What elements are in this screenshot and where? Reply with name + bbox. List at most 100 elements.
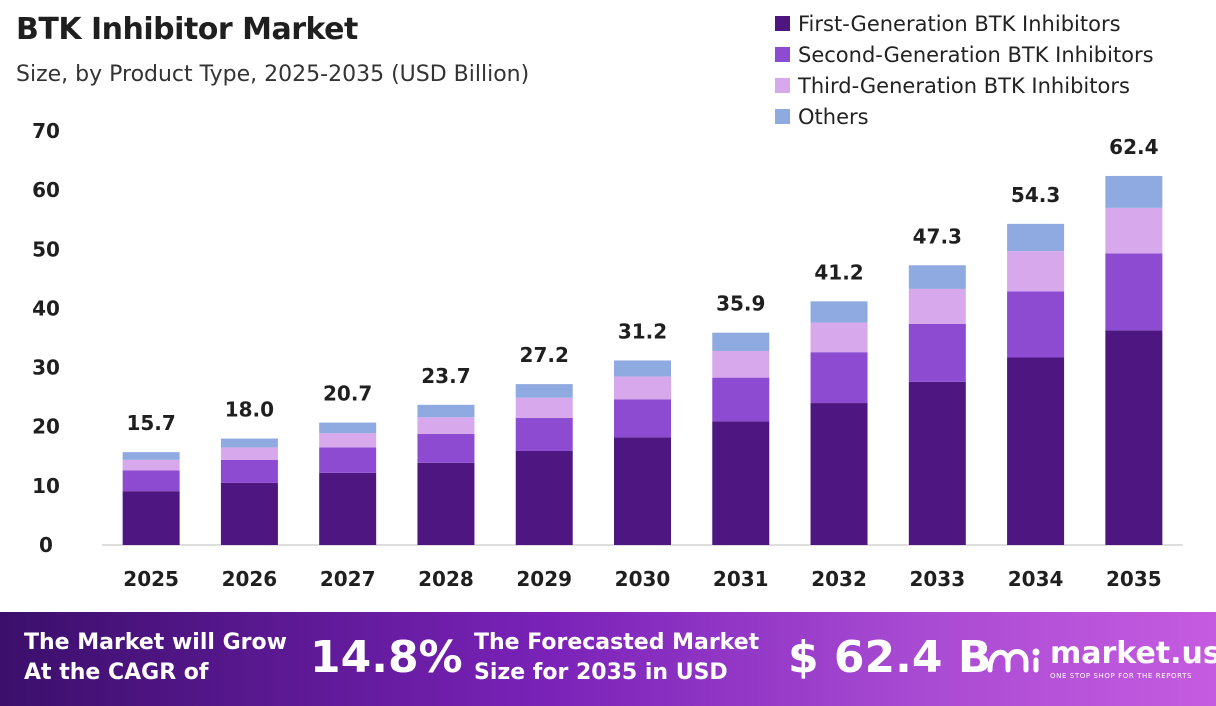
x-tick-label: 2028 (418, 567, 474, 591)
bar-segment-third-gen (220, 447, 278, 460)
forecast-value: $ 62.4 B (788, 632, 992, 683)
bar-segment-third-gen (319, 433, 377, 448)
legend-label-first-gen: First-Generation BTK Inhibitors (798, 11, 1121, 36)
legend-item-first-gen: First-Generation BTK Inhibitors (775, 8, 1154, 39)
bar-segment-second-gen (220, 459, 278, 483)
x-tick-label: 2030 (615, 567, 671, 591)
bar-segment-third-gen (810, 322, 868, 353)
bar-segment-second-gen (1105, 253, 1163, 331)
bar-segment-third-gen (515, 397, 573, 418)
bar-total-label: 18.0 (225, 398, 274, 422)
cagr-label: The Market will Grow At the CAGR of (24, 628, 287, 688)
legend-swatch-first-gen (775, 16, 790, 31)
bar-segment-first-gen (712, 421, 770, 545)
bar-segment-third-gen (1007, 251, 1065, 292)
x-tick-label: 2033 (909, 567, 965, 591)
legend-label-third-gen: Third-Generation BTK Inhibitors (798, 73, 1130, 98)
legend-label-others: Others (798, 104, 869, 129)
x-tick-label: 2026 (222, 567, 278, 591)
chart-subtitle: Size, by Product Type, 2025-2035 (USD Bi… (16, 62, 530, 87)
x-tick-label: 2029 (516, 567, 572, 591)
bar-segment-first-gen (810, 403, 868, 545)
bar-total-label: 35.9 (716, 292, 765, 316)
y-tick-label: 60 (32, 178, 60, 202)
legend-swatch-second-gen (775, 47, 790, 62)
legend-swatch-third-gen (775, 78, 790, 93)
bar-segment-third-gen (1105, 207, 1163, 254)
bar-total-label: 62.4 (1109, 135, 1158, 159)
cagr-value: 14.8% (310, 632, 463, 683)
bar-segment-second-gen (122, 470, 180, 492)
bar-segment-first-gen (1007, 357, 1065, 545)
bar-segment-second-gen (810, 352, 868, 404)
bar-total-label: 15.7 (126, 411, 175, 435)
bar-segment-others (220, 438, 278, 448)
bar-total-label: 23.7 (421, 364, 470, 388)
y-tick-label: 70 (32, 119, 60, 143)
bar-segment-second-gen (712, 377, 770, 422)
bar-segment-others (1007, 223, 1065, 252)
bar-segment-others (1105, 175, 1163, 208)
legend-swatch-others (775, 109, 790, 124)
legend: First-Generation BTK Inhibitors Second-G… (775, 8, 1154, 132)
bar-segment-others (712, 332, 770, 352)
bar-total-label: 41.2 (814, 260, 863, 284)
market-us-logo-name: market.us (1050, 636, 1216, 671)
bar-segment-others (614, 360, 671, 377)
bar-segment-others (810, 301, 868, 323)
bar-segment-first-gen (614, 437, 671, 545)
stacked-bar-chart: 01020304050607015.7202518.0202620.720272… (32, 119, 1183, 591)
x-tick-label: 2031 (713, 567, 769, 591)
forecast-label: The Forecasted Market Size for 2035 in U… (474, 628, 759, 688)
bar-segment-third-gen (122, 459, 180, 471)
x-tick-label: 2027 (320, 567, 376, 591)
cagr-label-line1: The Market will Grow (24, 630, 287, 655)
bar-segment-second-gen (417, 433, 475, 463)
bar-segment-second-gen (908, 323, 966, 382)
forecast-label-line1: The Forecasted Market (474, 630, 760, 655)
bar-total-label: 20.7 (323, 382, 372, 406)
bar-segment-others (417, 404, 475, 418)
bar-segment-second-gen (614, 399, 671, 438)
x-tick-label: 2035 (1106, 567, 1162, 591)
x-tick-label: 2025 (123, 567, 179, 591)
chart-title: BTK Inhibitor Market (16, 12, 358, 47)
bar-segment-second-gen (319, 447, 377, 473)
bar-segment-first-gen (122, 491, 180, 545)
bar-segment-first-gen (220, 482, 278, 545)
bar-total-label: 31.2 (618, 319, 667, 343)
bar-segment-third-gen (712, 351, 770, 378)
y-tick-label: 30 (32, 356, 60, 380)
bar-total-label: 47.3 (913, 224, 962, 248)
bar-segment-others (515, 384, 573, 398)
y-tick-label: 20 (32, 415, 60, 439)
legend-label-second-gen: Second-Generation BTK Inhibitors (798, 42, 1154, 67)
bar-segment-second-gen (1007, 291, 1065, 358)
bar-segment-first-gen (515, 450, 573, 545)
bar-segment-first-gen (908, 381, 966, 545)
y-tick-label: 40 (32, 296, 60, 320)
y-tick-label: 10 (32, 474, 60, 498)
legend-item-others: Others (775, 101, 1154, 132)
market-us-logo-icon (987, 648, 1040, 673)
bar-segment-third-gen (908, 288, 966, 324)
y-tick-label: 0 (39, 533, 53, 557)
bar-segment-third-gen (614, 376, 671, 400)
bar-total-label: 54.3 (1011, 183, 1060, 207)
bar-segment-first-gen (319, 472, 377, 545)
market-us-logo-tagline: ONE STOP SHOP FOR THE REPORTS (1050, 672, 1193, 680)
x-tick-label: 2034 (1008, 567, 1064, 591)
y-tick-label: 50 (32, 237, 60, 261)
cagr-label-line2: At the CAGR of (24, 660, 209, 685)
bar-segment-second-gen (515, 417, 573, 451)
bar-segment-others (908, 265, 966, 289)
bar-segment-others (122, 452, 180, 460)
legend-item-third-gen: Third-Generation BTK Inhibitors (775, 70, 1154, 101)
bar-segment-first-gen (1105, 330, 1163, 545)
bar-total-label: 27.2 (520, 343, 569, 367)
bar-segment-third-gen (417, 417, 475, 434)
legend-item-second-gen: Second-Generation BTK Inhibitors (775, 39, 1154, 70)
forecast-label-line2: Size for 2035 in USD (474, 660, 728, 685)
bar-segment-first-gen (417, 462, 475, 545)
x-tick-label: 2032 (811, 567, 867, 591)
